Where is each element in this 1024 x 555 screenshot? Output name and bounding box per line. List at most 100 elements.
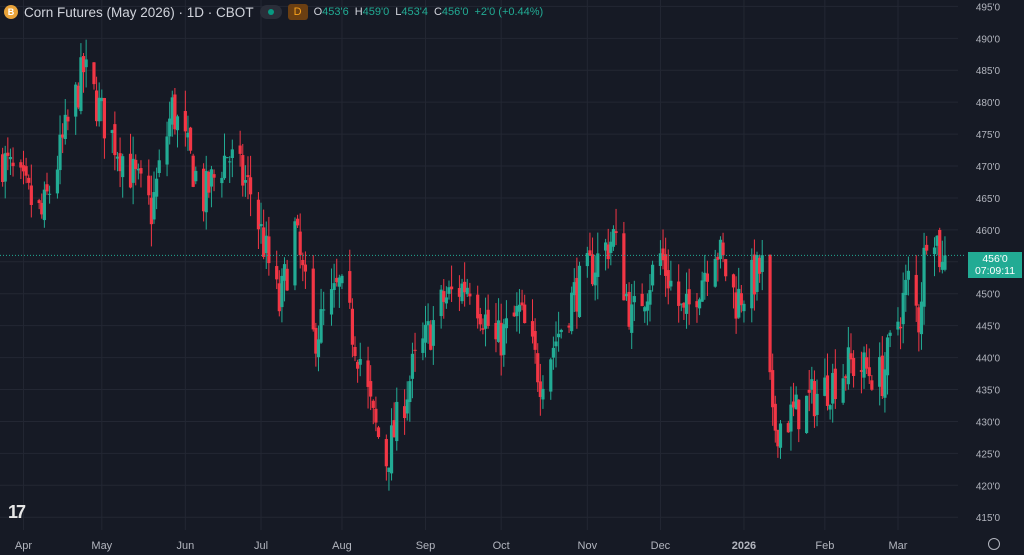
candle-body xyxy=(149,197,154,225)
candle-body xyxy=(134,159,138,170)
candle-body xyxy=(348,271,352,303)
candle-body xyxy=(241,155,245,186)
candle-body xyxy=(865,357,869,369)
high-value: 459'0 xyxy=(362,6,390,18)
candle-body xyxy=(27,177,31,183)
candle-body xyxy=(84,59,88,68)
open-label: O xyxy=(313,6,323,18)
symbol-title[interactable]: Corn Futures (May 2026) · 1D · CBOT xyxy=(24,4,254,20)
candle-body xyxy=(115,156,120,159)
candle-body xyxy=(24,166,28,176)
time-axis: Apr May Jun Jul Aug Sep Oct Nov Dec 2026 Feb Mar xyxy=(15,540,908,552)
price-tick-label: 415'0 xyxy=(976,513,1001,524)
grid xyxy=(0,0,958,530)
candle-body xyxy=(938,229,942,268)
candle-body xyxy=(92,62,96,85)
candle-body xyxy=(102,97,107,139)
candle-body xyxy=(724,259,728,277)
gear-icon[interactable] xyxy=(988,538,1000,550)
candle-body xyxy=(551,347,555,358)
high-label: H xyxy=(354,6,363,18)
market-status-icon[interactable] xyxy=(259,5,282,19)
candle-body xyxy=(121,156,125,178)
candle-body xyxy=(410,353,415,379)
candle-body xyxy=(303,264,308,272)
candle-body xyxy=(870,380,874,390)
candle-body xyxy=(6,152,10,156)
candle-body xyxy=(898,326,903,329)
price-tick-label: 495'0 xyxy=(976,2,1001,13)
candle-body xyxy=(596,253,600,277)
candle-body xyxy=(752,254,756,295)
candle-body xyxy=(264,235,268,254)
candle-body xyxy=(332,283,336,291)
candle-body xyxy=(139,168,143,174)
tradingview-logo[interactable]: 17 xyxy=(8,502,26,522)
candle-body xyxy=(658,253,663,266)
candle-body xyxy=(627,291,631,327)
candle-body xyxy=(664,254,668,276)
candle-body xyxy=(906,270,911,280)
candle-body xyxy=(136,168,140,171)
candle-body xyxy=(374,408,378,423)
time-tick-label: Oct xyxy=(493,540,510,552)
candle-body xyxy=(316,339,321,358)
candle-body xyxy=(734,292,738,319)
candle-body xyxy=(389,425,394,474)
candle-body xyxy=(697,299,702,309)
candle-body xyxy=(353,346,357,357)
last-price-value: 456'0 xyxy=(982,253,1008,265)
candle-body xyxy=(322,309,326,311)
candle-body xyxy=(789,404,793,432)
candle-body xyxy=(661,248,665,261)
candle-body xyxy=(11,162,15,167)
open-value: 453'6 xyxy=(322,6,349,18)
candle-body xyxy=(403,406,407,419)
candle-body xyxy=(58,134,62,171)
candle-body xyxy=(773,403,777,431)
candle-body xyxy=(677,281,681,306)
candle-body xyxy=(828,405,832,410)
candle-body xyxy=(536,353,540,383)
candle-body xyxy=(152,192,156,220)
candle-body xyxy=(277,283,281,312)
delayed-badge[interactable]: D xyxy=(287,4,308,20)
candle-body xyxy=(335,277,339,283)
candle-body xyxy=(426,321,430,326)
candle-body xyxy=(588,250,592,256)
candle-body xyxy=(188,127,193,151)
price-tick-label: 450'0 xyxy=(976,290,1001,301)
close-label: C xyxy=(433,6,442,18)
bar-countdown: 07:09:11 xyxy=(974,265,1016,277)
candles xyxy=(1,39,947,491)
candle-body xyxy=(862,352,866,378)
candle-body xyxy=(797,399,801,430)
candle-body xyxy=(212,174,216,178)
candle-body xyxy=(742,303,746,312)
candle-body xyxy=(917,307,921,333)
symbol-icon[interactable]: B xyxy=(4,5,18,19)
candle-body xyxy=(113,124,117,156)
price-tick-label: 485'0 xyxy=(976,66,1001,77)
time-tick-label: 2026 xyxy=(732,540,756,552)
candle-body xyxy=(630,304,634,333)
candle-body xyxy=(687,289,691,305)
candle-body xyxy=(429,324,433,350)
candle-body xyxy=(705,273,710,282)
candle-body xyxy=(624,293,629,297)
candle-body xyxy=(463,281,467,293)
candle-body xyxy=(439,289,443,317)
candle-body xyxy=(645,301,649,311)
candle-body xyxy=(311,268,315,330)
candle-body xyxy=(585,252,589,267)
price-tick-label: 480'0 xyxy=(976,98,1001,109)
candle-body xyxy=(669,280,673,287)
price-tick-label: 430'0 xyxy=(976,417,1001,428)
candle-body xyxy=(494,322,498,340)
candle-body xyxy=(841,378,845,403)
candle-body xyxy=(293,221,297,286)
candle-body xyxy=(256,199,261,230)
candle-body xyxy=(517,304,522,312)
candle-body xyxy=(901,292,905,325)
